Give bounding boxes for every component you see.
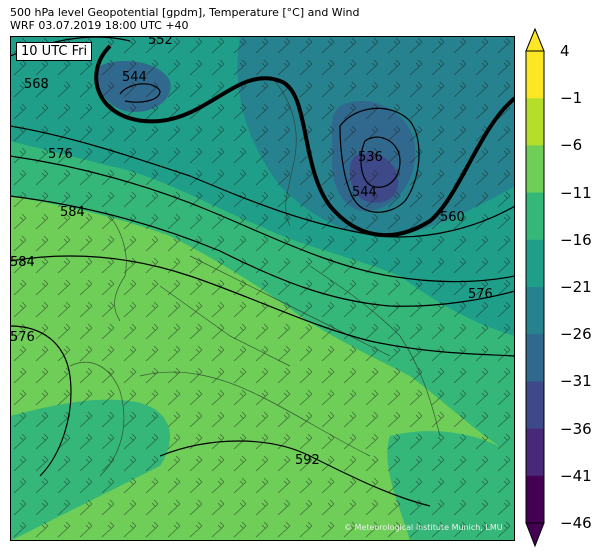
colorbar: [525, 27, 545, 548]
map-frame: [10, 36, 515, 541]
geopotential-contours: [10, 36, 515, 507]
colorbar-segment: [526, 192, 544, 241]
colorbar-tick-label: −41: [560, 466, 592, 485]
wind-barbs: [10, 36, 515, 541]
map-subtitle: WRF 03.07.2019 18:00 UTC +40: [10, 19, 189, 32]
colorbar-frame: [525, 50, 545, 524]
contour-label-544-west: 544: [122, 70, 147, 85]
colorbar-tick-label: −1: [560, 89, 583, 108]
colorbar-tick-label: −26: [560, 325, 592, 344]
contour-label-584-west: 584: [10, 255, 35, 270]
contour-label-560: 560: [440, 210, 465, 225]
credit-text: © Meteorological Institute Munich, LMU: [344, 523, 503, 532]
colorbar-segment: [526, 475, 544, 524]
contour-label-568: 568: [24, 77, 49, 92]
colorbar-tick-label: −36: [560, 419, 592, 438]
colorbar-segment: [526, 145, 544, 194]
colorbar-segment: [526, 51, 544, 99]
contour-label-552: 552: [148, 36, 173, 48]
contour-label-576-east: 576: [468, 287, 493, 302]
colorbar-segment: [526, 98, 544, 146]
contour-label-576-west: 576: [10, 330, 35, 345]
colorbar-segment: [526, 334, 544, 382]
colorbar-segment: [526, 287, 544, 335]
colorbar-segment: [526, 239, 544, 288]
contour-label-592: 592: [295, 453, 320, 468]
colorbar-segment: [526, 428, 544, 477]
coastlines: [69, 75, 441, 477]
forecast-time-label: 10 UTC Fri: [16, 42, 93, 61]
colorbar-tick-label: −31: [560, 372, 592, 391]
colorbar-tick-label: −6: [560, 136, 583, 155]
jet-contour: [94, 44, 515, 238]
colorbar-tick-label: −11: [560, 183, 592, 202]
map-title: 500 hPa level Geopotential [gpdm], Tempe…: [10, 6, 360, 19]
contour-label-576-north: 576: [48, 147, 73, 162]
colorbar-segment: [526, 381, 544, 430]
weather-map: 544 552 568 576 584 584 576 536 544 560 …: [10, 36, 515, 541]
contour-label-536: 536: [358, 150, 383, 165]
colorbar-tick-label: −16: [560, 230, 592, 249]
contour-label-544-east: 544: [352, 185, 377, 200]
colorbar-tick-label: −46: [560, 514, 592, 532]
colorbar-bottom-arrow: [525, 522, 545, 548]
colorbar-tick-label: 4: [560, 42, 570, 60]
colorbar-tick-label: −21: [560, 278, 592, 296]
contour-label-584-north: 584: [60, 205, 85, 220]
colorbar-top-arrow: [525, 27, 545, 52]
